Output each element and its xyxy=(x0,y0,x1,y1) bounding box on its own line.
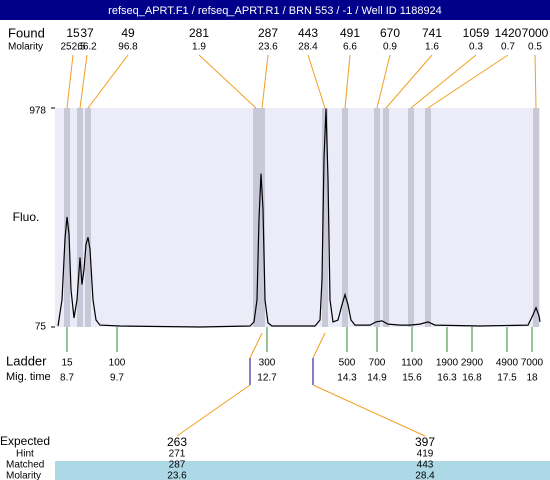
peak-connector xyxy=(198,54,257,109)
found-molarity: 1.6 xyxy=(425,42,439,53)
match-connector xyxy=(312,332,326,359)
matched-label: Matched xyxy=(6,460,44,471)
ladder-size: 100 xyxy=(109,358,126,369)
found-size: 7000 xyxy=(522,26,549,40)
found-size: 491 xyxy=(340,26,360,40)
peak-connector xyxy=(534,54,537,109)
peak-band xyxy=(259,108,265,327)
found-label: Found xyxy=(8,25,45,40)
found-molarity: 6.6 xyxy=(343,42,357,53)
peak-connector xyxy=(427,54,509,109)
expected-value: 263 xyxy=(167,435,187,449)
trace xyxy=(57,108,541,328)
hint-value: 271 xyxy=(169,449,186,460)
peak-band xyxy=(253,108,259,327)
found-size: 15 xyxy=(66,26,80,40)
found-molarity: 0.5 xyxy=(528,42,542,53)
peak-band xyxy=(533,108,539,327)
hint-value: 419 xyxy=(417,449,434,460)
y-tick-label: 75 xyxy=(35,322,47,333)
match-connector xyxy=(176,384,251,437)
mig-time: 8.7 xyxy=(60,373,74,384)
plot-area xyxy=(55,108,540,327)
found-size: 37 xyxy=(80,26,94,40)
peak-connector xyxy=(87,54,129,109)
hint-label: Hint xyxy=(16,449,34,460)
matched-value: 287 xyxy=(169,460,186,471)
mig-time: 9.7 xyxy=(110,373,124,384)
peak-connector xyxy=(66,54,74,109)
found-molarity: 0.9 xyxy=(383,42,397,53)
found-molarity: 0.3 xyxy=(469,42,483,53)
molarity-label: Molarity xyxy=(8,42,43,53)
mig-time: 14.3 xyxy=(337,373,357,384)
molarity-value: 28.4 xyxy=(415,471,435,480)
found-molarity: 66.2 xyxy=(77,42,97,53)
peak-band xyxy=(85,108,91,327)
ladder-size: 500 xyxy=(339,358,356,369)
found-size: 1420 xyxy=(495,26,522,40)
found-molarity: 23.6 xyxy=(258,42,278,53)
found-molarity: 0.7 xyxy=(501,42,515,53)
expected-molarity-label: Molarity xyxy=(6,471,41,480)
mig-time: 16.3 xyxy=(437,373,457,384)
peak-band xyxy=(374,108,380,327)
found-molarity: 96.8 xyxy=(118,42,138,53)
found-size: 443 xyxy=(298,26,318,40)
found-size: 49 xyxy=(121,26,135,40)
matched-band xyxy=(55,461,550,480)
ladder-size: 7000 xyxy=(521,358,544,369)
peak-band xyxy=(342,108,348,327)
mig-time: 14.9 xyxy=(367,373,387,384)
peak-band xyxy=(383,108,389,327)
peak-connector xyxy=(344,54,351,109)
ladder-size: 2900 xyxy=(461,358,484,369)
match-connector xyxy=(249,332,263,359)
ladder-size: 1900 xyxy=(436,358,459,369)
found-size: 1059 xyxy=(463,26,490,40)
matched-value: 443 xyxy=(417,460,434,471)
mig-time-label: Mig. time xyxy=(6,371,51,383)
peak-band xyxy=(425,108,431,327)
found-size: 741 xyxy=(422,26,442,40)
expected-label: Expected xyxy=(0,434,50,448)
ladder-size: 4900 xyxy=(496,358,519,369)
peak-band xyxy=(408,108,414,327)
ladder-size: 700 xyxy=(369,358,386,369)
peak-connector xyxy=(307,54,326,109)
ladder-label: Ladder xyxy=(6,353,47,368)
chart-title: refseq_APRT.F1 / refseq_APRT.R1 / BRN 55… xyxy=(108,5,442,17)
mig-time: 18 xyxy=(526,373,538,384)
found-molarity: 252.5 xyxy=(60,42,85,53)
found-size: 287 xyxy=(258,26,278,40)
found-size: 281 xyxy=(189,26,209,40)
peak-connector xyxy=(376,54,391,109)
found-molarity: 1.9 xyxy=(192,42,206,53)
peak-connector xyxy=(410,54,477,109)
match-connector xyxy=(312,384,426,437)
mig-time: 15.6 xyxy=(402,373,422,384)
molarity-value: 23.6 xyxy=(167,471,187,480)
peak-connector xyxy=(385,54,433,109)
peak-connector xyxy=(79,54,88,109)
y-tick-label: 978 xyxy=(29,106,46,117)
mig-time: 17.5 xyxy=(497,373,517,384)
expected-value: 397 xyxy=(415,435,435,449)
peak-band xyxy=(322,108,328,327)
y-axis-label: Fluo. xyxy=(13,210,40,224)
found-molarity: 28.4 xyxy=(298,42,318,53)
found-size: 670 xyxy=(380,26,400,40)
ladder-size: 1100 xyxy=(401,358,423,369)
mig-time: 16.8 xyxy=(462,373,482,384)
peak-band xyxy=(77,108,83,327)
mig-time: 12.7 xyxy=(257,373,277,384)
ladder-size: 15 xyxy=(61,358,73,369)
ladder-size: 300 xyxy=(259,358,276,369)
peak-connector xyxy=(261,54,269,109)
title-bar xyxy=(0,0,550,20)
